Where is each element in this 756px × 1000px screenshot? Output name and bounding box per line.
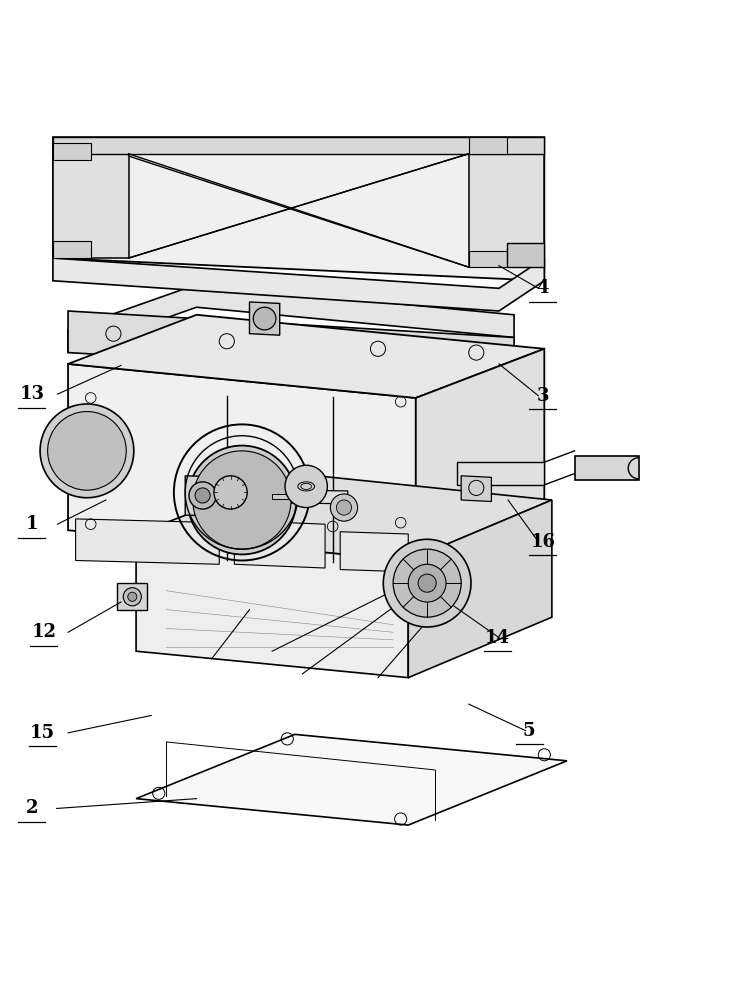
Polygon shape: [340, 532, 408, 572]
Polygon shape: [469, 139, 544, 267]
Circle shape: [253, 307, 276, 330]
Polygon shape: [469, 251, 507, 267]
Polygon shape: [416, 349, 544, 564]
Text: 1: 1: [26, 515, 38, 533]
Polygon shape: [53, 258, 544, 311]
Circle shape: [383, 539, 471, 627]
Text: 2: 2: [26, 799, 38, 817]
Polygon shape: [68, 311, 514, 379]
Polygon shape: [53, 137, 544, 281]
Circle shape: [330, 494, 358, 521]
Circle shape: [418, 574, 436, 592]
Circle shape: [193, 451, 291, 549]
Polygon shape: [234, 489, 348, 504]
Polygon shape: [249, 302, 280, 335]
Circle shape: [336, 500, 352, 515]
Polygon shape: [185, 476, 242, 517]
Polygon shape: [53, 143, 91, 160]
Polygon shape: [136, 734, 567, 825]
Polygon shape: [68, 285, 514, 353]
Polygon shape: [68, 315, 544, 398]
Text: 14: 14: [485, 629, 510, 647]
Text: 12: 12: [31, 623, 57, 641]
Text: 5: 5: [523, 722, 535, 740]
Polygon shape: [53, 139, 129, 258]
Polygon shape: [457, 462, 544, 485]
Circle shape: [48, 412, 126, 490]
Polygon shape: [53, 241, 91, 258]
Polygon shape: [53, 137, 544, 154]
Text: 3: 3: [537, 387, 549, 405]
Text: 16: 16: [530, 533, 556, 551]
Circle shape: [123, 588, 141, 606]
Text: 13: 13: [19, 385, 45, 403]
Polygon shape: [117, 583, 147, 610]
Circle shape: [189, 482, 216, 509]
Polygon shape: [408, 500, 552, 678]
Circle shape: [393, 549, 461, 617]
Circle shape: [40, 404, 134, 498]
Polygon shape: [76, 519, 219, 564]
Circle shape: [214, 476, 247, 509]
Text: 15: 15: [29, 724, 55, 742]
Polygon shape: [136, 534, 408, 678]
Circle shape: [195, 488, 210, 503]
Circle shape: [128, 592, 137, 601]
Text: 4: 4: [537, 279, 549, 297]
Circle shape: [285, 465, 327, 508]
Polygon shape: [507, 243, 544, 267]
Polygon shape: [68, 364, 416, 564]
Circle shape: [187, 446, 296, 554]
Polygon shape: [136, 474, 552, 560]
Polygon shape: [272, 494, 314, 499]
Circle shape: [408, 564, 446, 602]
Polygon shape: [575, 456, 639, 480]
Polygon shape: [461, 476, 491, 502]
Polygon shape: [469, 137, 507, 154]
Polygon shape: [234, 520, 325, 568]
